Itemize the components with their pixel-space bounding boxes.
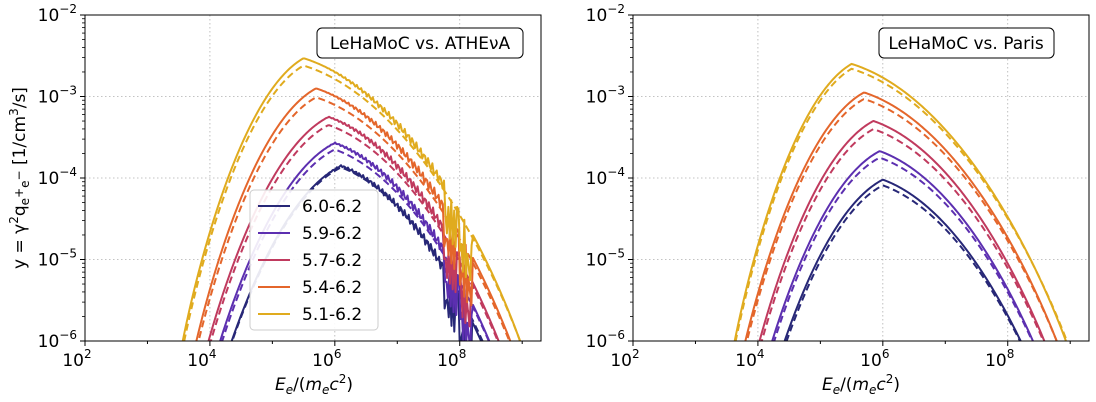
legend-label: 5.7-6.2: [302, 251, 362, 271]
series-6.0-6.2-dashed-line: [231, 166, 484, 341]
xtick-label: 102: [610, 347, 639, 371]
legend-label: 6.0-6.2: [302, 197, 362, 217]
legend-label: 5.9-6.2: [302, 224, 362, 244]
xlabel-right: Ee/(mec2): [822, 372, 900, 397]
curves-left: [181, 57, 522, 341]
panel-left: 102 104 106 108 10−6 10−5 10−4 10−3 10−2 LeHaMoC…: [7, 2, 542, 397]
ytick-label: 10−2: [586, 2, 625, 26]
legend-label: 5.4-6.2: [302, 278, 362, 298]
ticks-right: 102 104 106 108 10−6 10−5 10−4 10−3 10−2: [586, 2, 1071, 371]
series-5.7-6.2-solid-line: [758, 120, 1046, 341]
legend: 6.0-6.2 5.9-6.2 5.7-6.2 5.4-6.2 5.1-6.2: [249, 189, 379, 331]
series-5.1-6.2-dashed-line: [734, 67, 1068, 341]
ytick-label: 10−4: [586, 165, 625, 189]
series-5.7-6.2-dashed-line: [209, 124, 499, 341]
ytick-label: 10−2: [38, 2, 77, 26]
series-5.1-6.2-dashed-line: [183, 64, 522, 341]
xtick-label: 108: [985, 347, 1014, 371]
series-5.7-6.2-solid-line: [207, 115, 500, 341]
ticks-left: 102 104 106 108 10−6 10−5 10−4 10−3 10−2: [38, 2, 523, 371]
legend-label: 5.1-6.2: [302, 305, 362, 325]
ytick-label: 10−3: [586, 84, 625, 108]
xtick-label: 104: [735, 347, 764, 371]
ytick-label: 10−4: [38, 165, 77, 189]
series-5.4-6.2-dashed-line: [197, 96, 511, 341]
ytick-label: 10−5: [586, 247, 625, 271]
xtick-label: 104: [187, 347, 216, 371]
ytick-label: 10−6: [586, 328, 625, 352]
annotation-box-right: LeHaMoC vs. Paris: [878, 27, 1055, 59]
panel-right: 102 104 106 108 10−6 10−5 10−4 10−3 10−2 LeHaMoC…: [586, 2, 1090, 397]
ytick-label: 10−5: [38, 247, 77, 271]
annotation-right: LeHaMoC vs. Paris: [888, 34, 1044, 54]
grid-right: [632, 15, 1089, 341]
series-5.9-6.2-solid-line: [219, 141, 491, 341]
annotation-box-left: LeHaMoC vs. ATHEνA: [316, 27, 524, 59]
series-5.1-6.2-solid-line: [181, 57, 522, 341]
annotation-left: LeHaMoC vs. ATHEνA: [330, 34, 511, 54]
ytick-label: 10−3: [38, 84, 77, 108]
xlabel-left: Ee/(mec2): [275, 372, 353, 397]
xtick-label: 106: [312, 347, 341, 371]
series-5.9-6.2-dashed-line: [221, 148, 490, 341]
xtick-label: 106: [860, 347, 889, 371]
series-5.9-6.2-dashed-line: [773, 156, 1034, 341]
curves-right: [733, 62, 1068, 341]
xtick-label: 102: [62, 347, 91, 371]
series-6.0-6.2-dashed-line: [785, 184, 1022, 341]
xtick-label: 108: [437, 347, 466, 371]
series-5.4-6.2-dashed-line: [745, 98, 1058, 341]
ytick-label: 10−6: [38, 328, 77, 352]
ylabel-left: y = γ2qe+e− [1/cm3/s]: [7, 87, 32, 269]
series-5.4-6.2-solid-line: [195, 87, 512, 341]
series-5.7-6.2-dashed-line: [760, 128, 1045, 341]
series-6.0-6.2-solid-line: [783, 178, 1022, 341]
